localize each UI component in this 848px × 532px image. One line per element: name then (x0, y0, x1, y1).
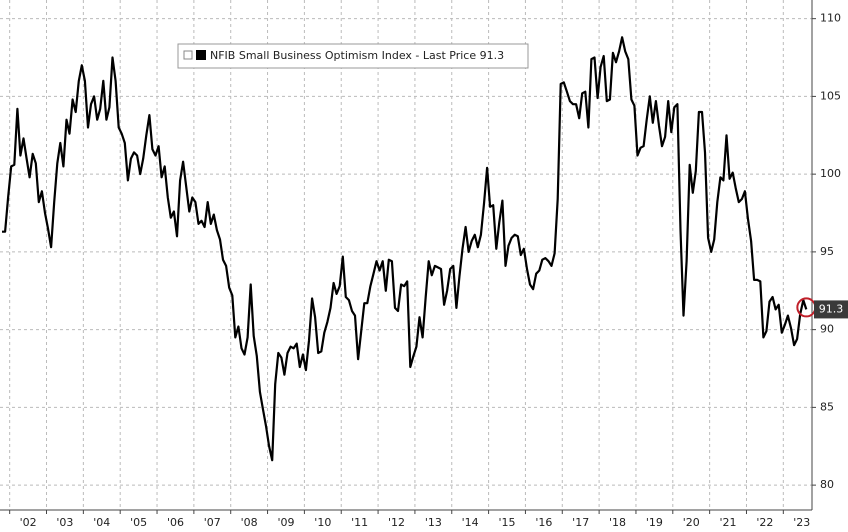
x-tick-label: '07 (204, 516, 221, 529)
last-value-badge (814, 300, 848, 319)
last-value-label: 91.3 (819, 302, 844, 315)
y-tick-label: 95 (820, 245, 834, 258)
x-tick-label: '14 (462, 516, 479, 529)
x-tick-label: '05 (130, 516, 147, 529)
series-line (2, 36, 808, 462)
legend-box (177, 43, 529, 69)
x-tick-label: '18 (609, 516, 626, 529)
legend: NFIB Small Business Optimism Index - Las… (177, 43, 529, 69)
legend-label: NFIB Small Business Optimism Index - Las… (210, 49, 504, 62)
x-tick-label: '22 (756, 516, 773, 529)
y-tick-label: 100 (820, 167, 841, 180)
x-tick-label: '21 (720, 516, 737, 529)
legend-swatch (196, 50, 206, 60)
x-tick-label: '06 (167, 516, 184, 529)
x-tick-label: '13 (425, 516, 442, 529)
y-tick-label: 105 (820, 89, 841, 102)
x-tick-label: '20 (683, 516, 700, 529)
y-tick-label: 90 (820, 323, 834, 336)
x-tick-label: '10 (314, 516, 331, 529)
y-tick-label: 85 (820, 400, 834, 413)
legend-checkbox (183, 50, 193, 60)
x-tick-label: '11 (351, 516, 368, 529)
x-tick-label: '23 (793, 516, 810, 529)
x-tick-label: '17 (572, 516, 589, 529)
x-tick-label: '02 (20, 516, 37, 529)
x-tick-label: '16 (535, 516, 552, 529)
x-tick-label: '12 (388, 516, 405, 529)
x-tick-label: '08 (241, 516, 258, 529)
y-tick-label: 80 (820, 478, 834, 491)
x-tick-label: '04 (93, 516, 110, 529)
x-tick-label: '03 (56, 516, 73, 529)
x-tick-label: '15 (498, 516, 515, 529)
x-tick-label: '09 (277, 516, 294, 529)
y-tick-label: 110 (820, 12, 841, 25)
x-tick-label: '19 (646, 516, 663, 529)
